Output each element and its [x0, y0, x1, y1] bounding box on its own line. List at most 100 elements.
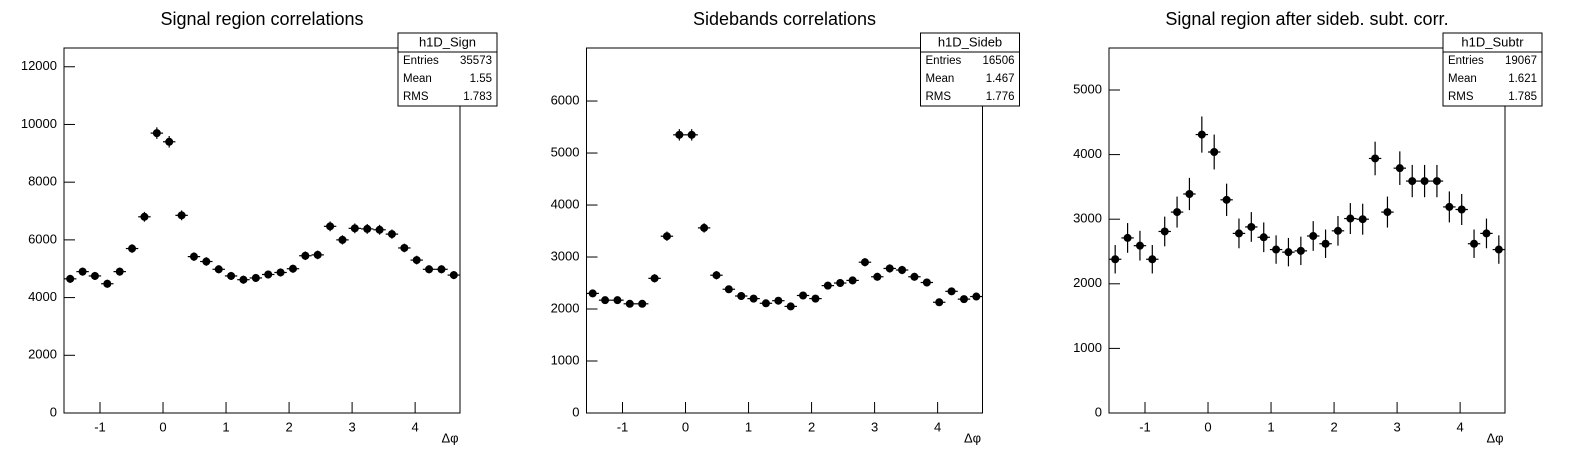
x-tick-label: 0: [159, 419, 166, 434]
data-point: [189, 252, 198, 261]
y-tick-label: 3000: [551, 248, 580, 263]
data-point: [313, 250, 322, 259]
stats-box: [397, 32, 498, 107]
data-point: [437, 265, 446, 274]
x-tick-label: 0: [682, 419, 689, 434]
data-point: [1160, 227, 1169, 236]
stats-value: 1.621: [1508, 73, 1537, 85]
data-point: [1420, 177, 1429, 186]
data-point: [860, 258, 869, 267]
data-point: [836, 279, 845, 288]
data-point: [873, 272, 882, 281]
data-point: [1408, 177, 1417, 186]
data-point: [449, 271, 458, 280]
data-point: [1346, 214, 1355, 223]
stats-label: Mean: [1448, 73, 1477, 85]
data-point: [412, 256, 421, 265]
y-tick-label: 4000: [28, 289, 57, 304]
data-point: [387, 230, 396, 239]
data-point: [1148, 255, 1157, 264]
data-point: [425, 265, 434, 274]
y-tick-label: 2000: [551, 300, 580, 315]
data-point: [786, 302, 795, 311]
y-tick-label: 2000: [1073, 275, 1102, 290]
y-tick-label: 6000: [28, 231, 57, 246]
y-tick-label: 0: [572, 404, 579, 419]
data-point: [1234, 229, 1243, 238]
data-point: [947, 287, 956, 296]
data-point: [1383, 208, 1392, 217]
y-tick-label: 1000: [551, 352, 580, 367]
data-point: [1135, 241, 1144, 250]
stats-value: 16506: [983, 55, 1015, 67]
y-tick-label: 1000: [1073, 340, 1102, 355]
data-point: [1395, 164, 1404, 173]
data-point: [1296, 246, 1305, 255]
x-tick-label: 4: [412, 419, 419, 434]
data-point: [288, 264, 297, 273]
y-tick-label: 4000: [1073, 146, 1102, 161]
data-point: [128, 244, 137, 253]
data-point: [1445, 202, 1454, 211]
plot-frame: [1108, 47, 1506, 414]
x-tick-label: 2: [1330, 419, 1337, 434]
data-point: [1259, 233, 1268, 242]
data-point: [848, 276, 857, 285]
x-axis-label: Δφ: [964, 430, 981, 445]
chart-title: Signal region after sideb. subt. corr.: [1165, 9, 1448, 29]
data-point: [638, 299, 647, 308]
stats-value: 1.783: [463, 91, 492, 103]
data-point: [601, 296, 610, 305]
x-tick-label: 2: [285, 419, 292, 434]
data-point: [650, 274, 659, 283]
data-point: [66, 274, 75, 283]
data-point: [910, 272, 919, 281]
stats-value: 1.785: [1508, 91, 1537, 103]
data-point: [1494, 245, 1503, 254]
data-point: [1284, 248, 1293, 257]
x-tick-label: 3: [871, 419, 878, 434]
y-tick-label: 12000: [21, 58, 57, 73]
y-tick-label: 5000: [1073, 81, 1102, 96]
stats-value: 35573: [460, 55, 492, 67]
data-point: [959, 295, 968, 304]
stats-box: [1442, 32, 1543, 107]
data-point: [588, 289, 597, 298]
data-point: [898, 266, 907, 275]
data-point: [350, 224, 359, 233]
y-tick-label: 3000: [1073, 211, 1102, 226]
x-tick-label: -1: [1139, 419, 1151, 434]
stats-value: 1.55: [470, 73, 492, 85]
data-point: [400, 243, 409, 252]
data-point: [177, 211, 186, 220]
data-point: [1482, 229, 1491, 238]
x-tick-label: 1: [1267, 419, 1274, 434]
data-point: [301, 251, 310, 260]
data-point: [338, 235, 347, 244]
x-tick-label: 3: [348, 419, 355, 434]
y-tick-label: 4000: [551, 196, 580, 211]
x-tick-label: 0: [1204, 419, 1211, 434]
data-point: [823, 281, 832, 290]
data-point: [103, 279, 112, 288]
data-point: [885, 264, 894, 273]
data-point: [749, 294, 758, 303]
data-point: [1123, 233, 1132, 242]
y-tick-label: 2000: [28, 347, 57, 362]
data-point: [78, 267, 87, 276]
data-point: [662, 232, 671, 241]
x-tick-label: 1: [745, 419, 752, 434]
data-point: [700, 223, 709, 232]
data-point: [115, 267, 124, 276]
data-point: [712, 271, 721, 280]
data-point: [774, 296, 783, 305]
data-point: [1309, 231, 1318, 240]
data-point: [1173, 208, 1182, 217]
data-point: [1321, 239, 1330, 248]
x-tick-label: 4: [1457, 419, 1464, 434]
data-point: [935, 298, 944, 307]
data-point: [1247, 222, 1256, 231]
data-point: [239, 275, 248, 284]
stats-label: RMS: [403, 91, 429, 103]
